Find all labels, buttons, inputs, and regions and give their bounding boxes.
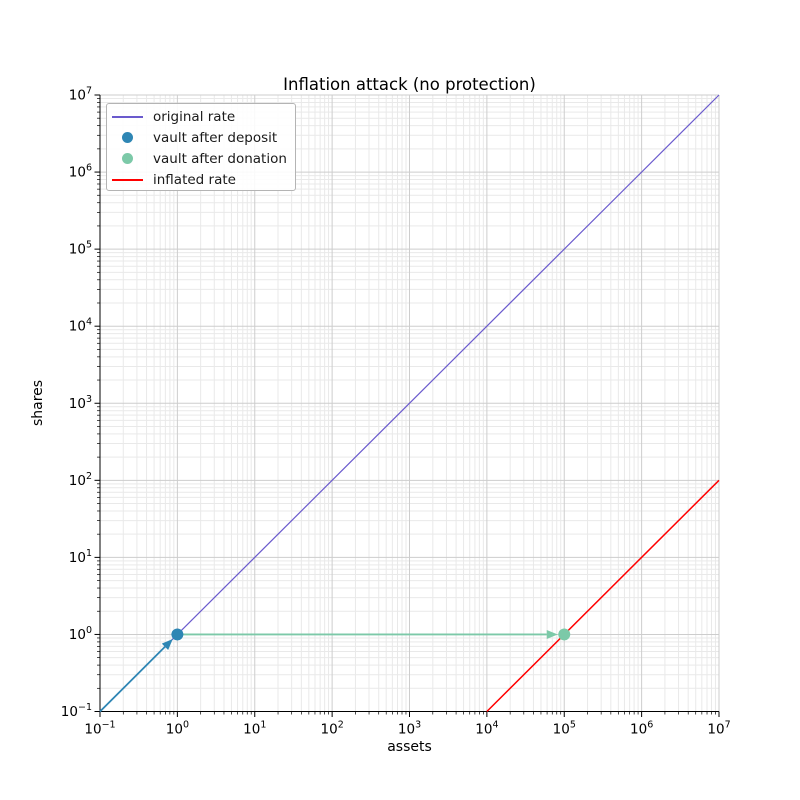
tick-label: 10−1 — [61, 702, 92, 720]
tick-label: 104 — [475, 720, 498, 738]
legend-handle — [107, 115, 147, 118]
dot-swatch-icon — [121, 132, 133, 143]
tick-label: 104 — [69, 317, 92, 335]
tick-label: 102 — [321, 720, 344, 738]
legend-label: original rate — [153, 108, 236, 125]
chart-title: Inflation attack (no protection) — [283, 75, 536, 94]
legend-label: inflated rate — [153, 171, 236, 188]
x-axis-label: assets — [387, 739, 432, 755]
annotation-arrows — [99, 629, 558, 713]
legend-item-inflated-rate: inflated rate — [107, 169, 295, 190]
legend-item-original-rate: original rate — [107, 106, 295, 127]
tick-label: 105 — [69, 240, 92, 258]
series-lines — [99, 94, 720, 713]
line-swatch-icon — [111, 178, 143, 181]
line-swatch-icon — [111, 115, 143, 118]
legend: original rate vault after deposit vault … — [106, 103, 296, 191]
arrow-shaft — [99, 646, 166, 713]
tick-label: 103 — [69, 394, 92, 412]
tick-label: 10−1 — [84, 720, 115, 738]
legend-item-vault-after-deposit: vault after deposit — [107, 127, 295, 148]
axis-ticks — [94, 94, 720, 717]
point-vault-after-deposit — [171, 628, 184, 641]
tick-label: 106 — [630, 720, 653, 738]
dot-swatch-icon — [121, 153, 133, 164]
legend-handle — [107, 132, 147, 143]
legend-label: vault after donation — [153, 150, 287, 167]
tick-label: 105 — [553, 720, 576, 738]
tick-label: 100 — [166, 720, 189, 738]
tick-label: 107 — [707, 720, 730, 738]
arrow-head-icon — [546, 629, 558, 639]
legend-handle — [107, 153, 147, 164]
legend-item-vault-after-donation: vault after donation — [107, 148, 295, 169]
tick-label: 106 — [69, 163, 92, 181]
legend-handle — [107, 178, 147, 181]
tick-label: 103 — [398, 720, 421, 738]
tick-label: 101 — [243, 720, 266, 738]
arrow-head-icon — [161, 639, 173, 650]
point-vault-after-donation — [558, 628, 571, 641]
y-axis-label: shares — [30, 379, 46, 427]
tick-label: 100 — [69, 625, 92, 643]
legend-label: vault after deposit — [153, 129, 278, 146]
tick-label: 102 — [69, 471, 92, 489]
series-original-rate — [99, 94, 720, 712]
tick-label: 107 — [69, 86, 92, 104]
series-inflated-rate — [486, 479, 720, 713]
scatter-points — [171, 628, 571, 641]
tick-label: 101 — [69, 548, 92, 566]
